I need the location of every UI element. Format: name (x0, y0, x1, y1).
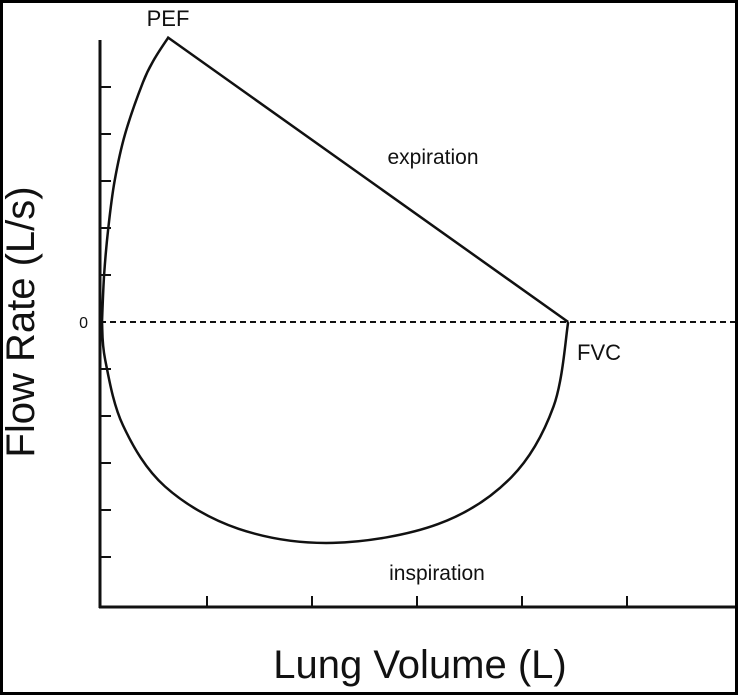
annotation-fvc: FVC (577, 340, 621, 365)
annotation-inspiration: inspiration (389, 562, 485, 585)
expiration-curve (100, 35, 569, 324)
annotation-expiration: expiration (387, 146, 478, 169)
inspiration-curve (100, 321, 570, 545)
x-axis-label: Lung Volume (L) (273, 643, 567, 687)
y-tick-label-zero: 0 (79, 315, 88, 332)
y-axis-label: Flow Rate (L/s) (0, 186, 43, 457)
annotation-pef: PEF (147, 6, 190, 31)
